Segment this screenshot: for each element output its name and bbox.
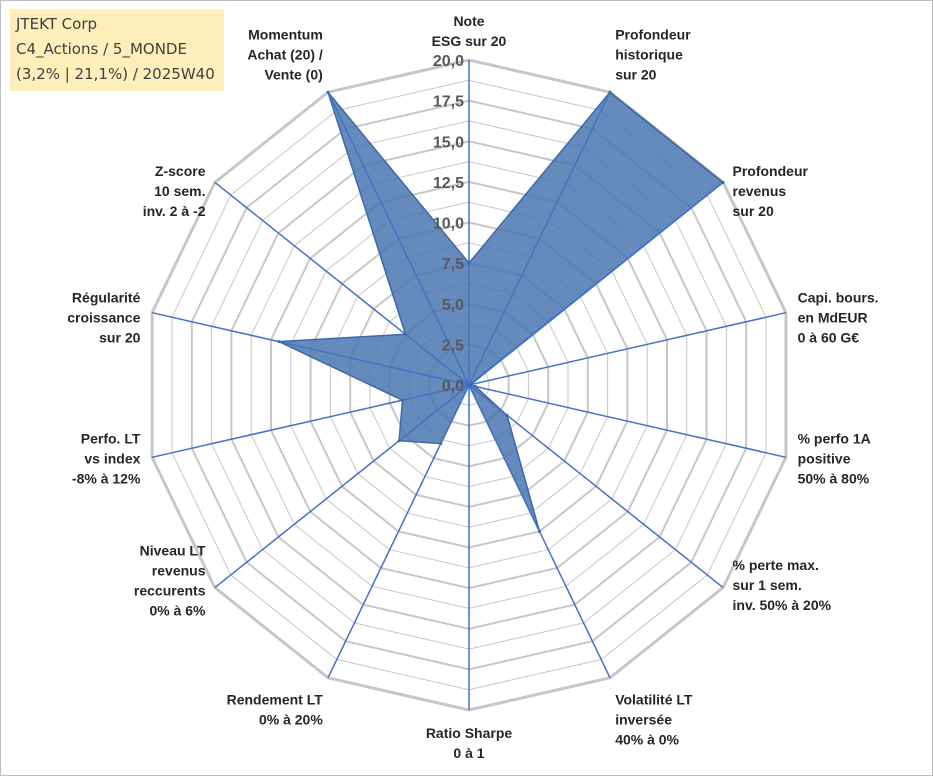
data-point: [538, 529, 541, 533]
axis-label: Régularité croissance sur 20: [67, 290, 140, 346]
data-point: [467, 261, 471, 265]
axis-spoke: [327, 91, 470, 386]
data-point: [401, 398, 404, 402]
axis-spoke: [468, 384, 724, 589]
axis-label-line: Vente (0): [264, 66, 322, 82]
axis-label-line: 0 à 1: [453, 745, 484, 761]
title-box: JTEKT Corp C4_Actions / 5_MONDE (3,2% | …: [10, 9, 224, 91]
axis-label-line: 10 sem.: [154, 183, 205, 199]
axis-label-line: reccurents: [134, 583, 206, 599]
axis-label-line: 40% à 0%: [615, 732, 679, 748]
axis-label-line: ESG sur 20: [432, 33, 507, 49]
axis-label: Perfo. LT vs index -8% à 12%: [72, 430, 141, 486]
axis-label: % perfo 1A positive 50% à 80%: [798, 430, 871, 486]
axis-label-line: inversée: [615, 712, 672, 728]
tick-label: 12,5: [433, 175, 464, 192]
axis-label: Note ESG sur 20: [432, 13, 507, 49]
axis-label-line: revenus: [152, 563, 206, 579]
axis-label-line: revenus: [733, 183, 787, 199]
data-point: [721, 180, 725, 184]
axis-label-line: % perte max.: [733, 557, 819, 573]
axis-label-line: -8% à 12%: [72, 470, 141, 486]
axis-label-line: 0% à 20%: [259, 712, 323, 728]
axis-label-line: sur 20: [733, 203, 774, 219]
axis-label: Niveau LT revenus reccurents 0% à 6%: [134, 543, 206, 619]
axis-label-line: Régularité: [72, 290, 141, 306]
axis-spoke: [468, 311, 787, 386]
data-series-area: [278, 91, 725, 532]
axis-label-line: Perfo. LT: [81, 430, 141, 446]
axis-label-line: historique: [615, 46, 683, 62]
axis-spoke: [468, 91, 611, 386]
axis-spoke: [151, 384, 470, 459]
axis-label-line: Profondeur: [615, 26, 691, 42]
tick-label: 10,0: [433, 216, 464, 233]
axis-label-line: positive: [798, 450, 851, 466]
tick-label: 15,0: [433, 134, 464, 151]
axis-label-line: Profondeur: [733, 163, 809, 179]
tick-label: 0,0: [442, 378, 464, 395]
axis-label-line: en MdEUR: [798, 310, 868, 326]
axis-label-line: inv. 2 à -2: [143, 203, 206, 219]
axis-label-line: Volatilité LT: [615, 692, 693, 708]
axis-spoke: [468, 181, 724, 386]
data-point: [439, 442, 443, 446]
axis-label-line: vs index: [84, 450, 140, 466]
axis-label-line: Achat (20) /: [247, 46, 323, 62]
axis-label-line: Capi. bours.: [798, 290, 879, 306]
tick-label: 2,5: [442, 337, 464, 354]
axis-label: Ratio Sharpe 0 à 1: [426, 725, 513, 761]
axis-label-line: sur 20: [615, 66, 656, 82]
data-point: [326, 90, 330, 94]
axis-label-line: Rendement LT: [227, 692, 324, 708]
axis-spoke: [468, 384, 787, 459]
axis-label: Rendement LT 0% à 20%: [227, 692, 324, 728]
axis-label: Volatilité LT inversée 40% à 0%: [615, 692, 693, 748]
axis-label-line: Ratio Sharpe: [426, 725, 513, 741]
tick-label: 20,0: [433, 53, 464, 70]
axis-label-line: sur 20: [99, 330, 140, 346]
axis-label-line: Z-score: [155, 163, 206, 179]
data-point: [467, 383, 471, 387]
axis-label-line: Momentum: [248, 26, 323, 42]
axis-label: Z-score 10 sem. inv. 2 à -2: [143, 163, 206, 219]
axis-label: % perte max. sur 1 sem. inv. 50% à 20%: [733, 557, 832, 613]
title-line-1: JTEKT Corp: [16, 15, 98, 33]
title-line-2: C4_Actions / 5_MONDE: [16, 40, 187, 58]
axis-label-line: inv. 50% à 20%: [733, 597, 832, 613]
data-point: [608, 90, 612, 94]
data-point: [397, 439, 401, 443]
axis-label: Capi. bours. en MdEUR 0 à 60 G€: [798, 290, 879, 346]
axis-label-line: Niveau LT: [140, 543, 206, 559]
data-point: [505, 413, 509, 417]
data-point: [277, 340, 281, 344]
axis-label: Profondeur revenus sur 20: [733, 163, 809, 219]
tick-label: 5,0: [442, 297, 464, 314]
axis-label-line: % perfo 1A: [798, 430, 871, 446]
axis-label-line: 0% à 6%: [149, 603, 206, 619]
axis-label-line: croissance: [67, 310, 140, 326]
axis-label-line: 0 à 60 G€: [798, 330, 860, 346]
axis-label: Profondeur historique sur 20: [615, 26, 691, 82]
axis-label-line: 50% à 80%: [798, 470, 870, 486]
axis-spoke: [214, 384, 470, 589]
axis-label-line: Note: [453, 13, 484, 29]
data-point: [404, 332, 407, 336]
axis-spoke: [151, 311, 470, 386]
axis-spoke: [327, 384, 470, 679]
axis-label: Momentum Achat (20) / Vente (0): [247, 26, 323, 82]
tick-label: 7,5: [442, 256, 464, 273]
axis-spoke: [214, 181, 470, 386]
axis-label-line: sur 1 sem.: [733, 577, 802, 593]
title-line-3: (3,2% | 21,1%) / 2025W40: [16, 65, 215, 83]
data-point: [473, 384, 477, 388]
tick-label: 17,5: [433, 94, 464, 111]
